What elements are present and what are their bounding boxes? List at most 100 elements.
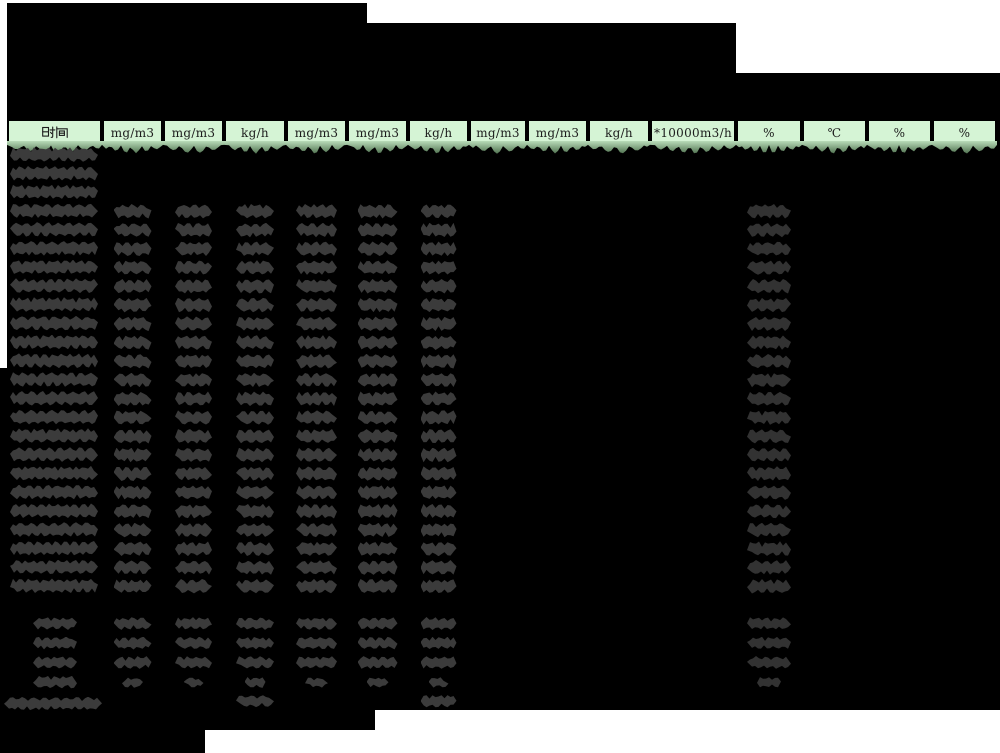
redacted-cell-value	[122, 677, 143, 688]
redacted-cell-value	[33, 656, 77, 669]
redacted-cell-value	[10, 559, 98, 574]
redacted-cell-value	[175, 279, 212, 294]
redacted-cell-value	[747, 485, 791, 500]
redacted-cell-value	[296, 541, 337, 556]
redacted-cell-value	[420, 335, 457, 350]
redacted-cell-value	[236, 260, 274, 275]
header-wave-11	[736, 141, 802, 153]
redacted-cell-value	[420, 241, 457, 257]
redacted-cell-value	[357, 541, 398, 556]
redacted-cell-value	[296, 504, 337, 519]
redacted-cell-value	[420, 222, 457, 237]
redacted-cell-value	[175, 466, 212, 481]
redacted-cell-value	[236, 391, 274, 407]
redacted-cell-value	[357, 560, 398, 575]
redacted-cell-value	[10, 503, 98, 519]
redacted-cell-value	[747, 354, 791, 369]
header-cell-6-unit: kg/h	[410, 121, 467, 141]
redacted-cell-value	[236, 222, 274, 238]
redacted-cell-value	[757, 677, 781, 688]
header-wave-8	[527, 141, 588, 154]
redacted-cell-value	[357, 278, 398, 294]
redacted-cell-value	[747, 316, 791, 332]
redacted-title-line-3	[7, 73, 1000, 121]
page-margin-left	[0, 3, 7, 368]
redacted-cell-value	[236, 429, 274, 444]
redacted-cell-value	[420, 391, 457, 406]
header-cell-7-unit: mg/m3	[471, 121, 525, 141]
redacted-cell-value	[357, 391, 398, 406]
redacted-cell-value	[175, 522, 212, 537]
header-cell-3-unit: kg/h	[226, 121, 284, 141]
redacted-cell-value	[4, 696, 102, 711]
redacted-cell-value	[747, 447, 791, 462]
redacted-cell-value	[296, 523, 337, 538]
redacted-cell-value	[420, 429, 457, 444]
redacted-cell-value	[236, 410, 274, 425]
redacted-cell-value	[420, 316, 457, 332]
redacted-cell-value	[10, 297, 98, 312]
redacted-cell-value	[10, 522, 98, 537]
header-cell-9-unit: kg/h	[590, 121, 648, 141]
page-white-top-right	[367, 0, 1000, 23]
redacted-cell-value	[175, 636, 212, 649]
header-cell-14-unit: %	[934, 121, 995, 141]
page-white-bottom-mid	[205, 730, 375, 753]
redacted-cell-value	[357, 335, 398, 350]
redacted-cell-value	[236, 656, 274, 669]
redacted-cell-value	[296, 560, 337, 575]
redacted-cell-value	[296, 222, 337, 238]
redacted-cell-value	[296, 410, 337, 425]
redacted-cell-value	[175, 561, 212, 575]
redacted-cell-value	[236, 203, 274, 219]
header-wave-13	[867, 141, 932, 153]
redacted-cell-value	[747, 466, 791, 482]
redacted-cell-value	[113, 617, 152, 630]
redacted-cell-value	[747, 656, 791, 669]
redacted-cell-value	[296, 297, 337, 312]
redacted-cell-value	[747, 335, 791, 350]
redacted-cell-value	[357, 373, 398, 387]
redacted-cell-value	[10, 353, 98, 369]
redacted-cell-value	[747, 241, 791, 256]
redacted-cell-value	[33, 636, 77, 650]
redacted-cell-value	[420, 410, 457, 425]
redacted-cell-value	[236, 485, 274, 500]
redacted-cell-value	[747, 522, 791, 538]
redacted-cell-value	[747, 260, 791, 275]
redacted-cell-value	[113, 335, 152, 350]
redacted-cell-value	[296, 278, 337, 293]
redacted-cell-value	[236, 241, 274, 256]
redacted-cell-value	[420, 373, 457, 387]
header-wave-3	[224, 141, 286, 154]
redacted-cell-value	[420, 636, 457, 649]
redacted-cell-value	[113, 242, 152, 256]
redacted-cell-value	[113, 203, 152, 219]
header-cell-8-unit: mg/m3	[529, 121, 586, 141]
redacted-cell-value	[10, 409, 98, 425]
redacted-cell-value	[244, 677, 266, 688]
header-wave-2	[163, 141, 224, 153]
header-cell-5-unit: mg/m3	[349, 121, 406, 141]
redacted-cell-value	[236, 466, 274, 481]
redacted-title-line-2	[7, 23, 736, 73]
redacted-cell-value	[357, 504, 398, 519]
redacted-cell-value	[236, 560, 274, 575]
redacted-cell-value	[420, 617, 457, 630]
redacted-cell-value	[236, 335, 274, 350]
redacted-cell-value	[113, 410, 152, 425]
redacted-cell-value	[175, 241, 212, 257]
redacted-cell-value	[420, 260, 457, 275]
redacted-cell-value	[357, 656, 398, 669]
redacted-cell-value	[296, 618, 337, 630]
redacted-cell-value	[357, 485, 398, 500]
redacted-cell-value	[747, 504, 791, 519]
redacted-cell-value	[296, 260, 337, 275]
redacted-cell-value	[420, 504, 457, 518]
redacted-cell-value	[296, 636, 337, 649]
redacted-cell-value	[175, 448, 212, 462]
header-wave-6	[408, 141, 469, 154]
redacted-cell-value	[175, 541, 212, 557]
header-cell-2-unit: mg/m3	[165, 121, 222, 141]
redacted-cell-value	[10, 241, 98, 256]
